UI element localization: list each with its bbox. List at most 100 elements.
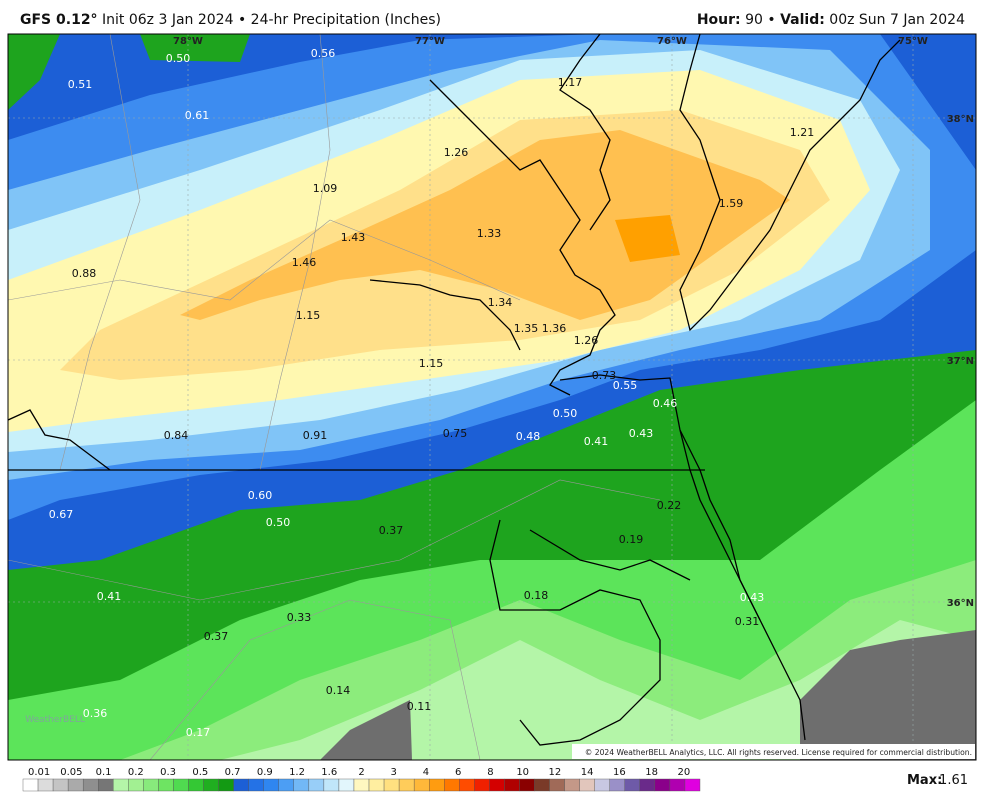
colorbar-tick-label: 8 <box>487 767 493 778</box>
map-labels: 78°W 77°W 76°W 75°W 38°N 37°N 36°N 0.50 0.56 1.17… <box>25 36 975 759</box>
colorbar-swatch <box>278 778 294 792</box>
colorbar-swatch <box>113 778 129 792</box>
colorbar-swatch <box>37 778 54 792</box>
band <box>8 34 60 110</box>
band <box>320 700 412 760</box>
separator: • <box>767 12 776 28</box>
colorbar-tick-label: 2 <box>358 767 364 778</box>
colorbar-swatch <box>323 778 340 792</box>
colorbar-swatch <box>203 778 219 792</box>
colorbar-swatch <box>98 778 114 792</box>
precip-label: 0.48 <box>516 430 541 443</box>
precip-label: 0.55 <box>613 379 638 392</box>
colorbar-swatch <box>368 778 385 792</box>
colorbar-tick-label: 6 <box>455 767 461 778</box>
colorbar-tick-label: 1.6 <box>321 767 337 778</box>
precip-label: 1.15 <box>419 357 444 370</box>
colorbar-swatch <box>128 778 144 792</box>
colorbar-tick-label: 4 <box>423 767 429 778</box>
colorbar-swatch <box>684 778 701 792</box>
header-right: Hour: 90 • Valid: 00z Sun 7 Jan 2024 <box>697 12 965 28</box>
colorbar-swatch <box>474 778 490 792</box>
precip-label: 0.75 <box>443 427 468 440</box>
precip-label: 0.50 <box>166 52 191 65</box>
longitude-label: 77°W <box>415 36 445 47</box>
precip-label: 1.33 <box>477 227 502 240</box>
colorbar-swatch <box>624 778 641 792</box>
colorbar-swatch <box>639 778 656 792</box>
band <box>615 215 680 262</box>
colorbar-swatch <box>609 778 625 792</box>
precip-label: 0.14 <box>326 684 351 697</box>
colorbar-swatch <box>263 778 279 792</box>
precip-label: 1.46 <box>292 256 317 269</box>
precip-label: 0.37 <box>379 524 404 537</box>
colorbar-swatch <box>489 778 505 792</box>
colorbar-swatch <box>52 778 69 792</box>
valid: 00z Sun 7 Jan 2024 <box>829 12 965 28</box>
precip-label: 0.17 <box>186 726 211 739</box>
colorbar-tick-label: 0.3 <box>160 767 176 778</box>
colorbar-swatch <box>158 778 174 792</box>
colorbar-swatch <box>173 778 189 792</box>
colorbar-swatch <box>429 778 445 792</box>
colorbar-tick-label: 10 <box>516 767 529 778</box>
colorbar-swatch <box>564 778 580 792</box>
header-left: GFS 0.12° Init 06z 3 Jan 2024 • 24-hr Pr… <box>20 12 441 28</box>
colorbar-tick-label: 14 <box>581 767 594 778</box>
colorbar-tick-label: 0.9 <box>257 767 273 778</box>
precip-label: 0.11 <box>407 700 432 713</box>
precip-label: 0.18 <box>524 589 549 602</box>
colorbar-tick-label: 16 <box>613 767 626 778</box>
precip-label: 0.31 <box>735 615 760 628</box>
precip-label: 0.41 <box>97 590 122 603</box>
copyright: © 2024 WeatherBELL Analytics, LLC. All r… <box>585 748 972 757</box>
colorbar-swatch <box>22 778 39 792</box>
precip-label: 1.36 <box>542 322 567 335</box>
hour-label: Hour: <box>696 12 741 28</box>
colorbar-tick-label: 12 <box>549 767 562 778</box>
legend: 0.01 0.05 0.1 0.2 0.3 0.5 0.7 0.9 1.2 1.6 2 3 4 6 8 10 1… <box>22 767 968 792</box>
colorbar-swatch <box>519 778 535 792</box>
colorbar-tick-label: 0.2 <box>128 767 144 778</box>
colorbar-swatch <box>82 778 99 792</box>
precip-label: 1.43 <box>341 231 366 244</box>
colorbar-swatch <box>459 778 475 792</box>
precip-label: 0.61 <box>185 109 210 122</box>
precip-label: 0.46 <box>653 397 678 410</box>
longitude-label: 78°W <box>173 36 203 47</box>
precip-label: 0.43 <box>629 427 654 440</box>
coastline <box>8 34 901 746</box>
precip-label: 0.33 <box>287 611 312 624</box>
colorbar-swatch <box>654 778 671 792</box>
precip-label: 0.67 <box>49 508 74 521</box>
colorbar-swatch <box>398 778 415 792</box>
precip-label: 1.21 <box>790 126 815 139</box>
colorbar-swatch <box>413 778 430 792</box>
band <box>140 34 250 62</box>
precip-label: 1.09 <box>313 182 338 195</box>
colorbar-swatch <box>67 778 84 792</box>
colorbar-swatch <box>233 778 249 792</box>
colorbar-swatch <box>504 778 520 792</box>
precip-label: 0.50 <box>266 516 291 529</box>
valid-label: Valid: <box>780 12 825 28</box>
band <box>180 130 790 320</box>
max-value: 1.61 <box>939 773 968 788</box>
colorbar-swatch <box>308 778 325 792</box>
colorbar-swatch <box>248 778 264 792</box>
precip-label: 0.91 <box>303 429 328 442</box>
colorbar-swatch <box>383 778 400 792</box>
colorbar-swatch <box>143 778 159 792</box>
colorbar-swatch <box>444 778 460 792</box>
latitude-label: 37°N <box>947 356 974 367</box>
precip-label: 0.50 <box>553 407 578 420</box>
product: 24-hr Precipitation (Inches) <box>250 12 441 28</box>
precip-field <box>8 34 976 760</box>
colorbar-swatch <box>353 778 370 792</box>
colorbar-tick-label: 0.01 <box>28 767 50 778</box>
model: GFS 0.12° <box>20 12 98 28</box>
precip-label: 1.17 <box>558 76 583 89</box>
precip-label: 1.35 <box>514 322 539 335</box>
colorbar-tick-label: 0.5 <box>192 767 208 778</box>
